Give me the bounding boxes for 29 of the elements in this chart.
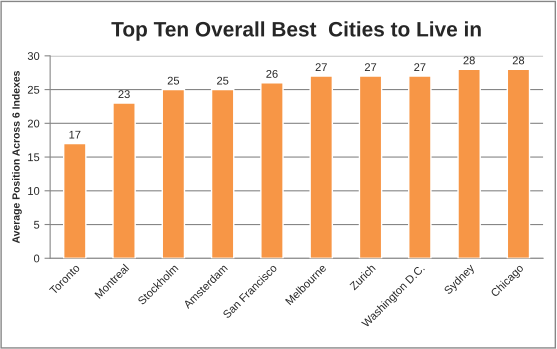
bar — [112, 102, 136, 258]
data-label: 27 — [364, 63, 376, 71]
data-label: 25 — [217, 76, 228, 85]
bar — [210, 88, 234, 258]
bar — [162, 88, 186, 258]
y-tick-label: 30 — [28, 52, 40, 60]
y-axis-title: Average Position Across 6 Indexes — [12, 71, 22, 244]
data-label: 27 — [316, 63, 327, 71]
bar — [506, 68, 530, 258]
data-label: 23 — [118, 90, 130, 98]
data-label: 26 — [266, 70, 278, 78]
y-tick-label: 20 — [28, 120, 40, 128]
bar — [358, 75, 382, 258]
bar — [408, 75, 432, 258]
y-tick-label: 5 — [34, 220, 40, 229]
y-tick-label: 15 — [28, 153, 40, 162]
bar — [62, 142, 87, 258]
chart-title: Top Ten Overall Best Cities to Live in — [111, 21, 481, 41]
y-tick-label: 25 — [28, 86, 40, 94]
y-tick-label: 0 — [34, 254, 40, 262]
bar — [457, 68, 481, 258]
bar — [260, 82, 284, 258]
data-label: 28 — [512, 56, 524, 64]
data-label: 28 — [464, 56, 475, 64]
data-label: 17 — [69, 130, 80, 138]
data-label: 27 — [414, 63, 426, 71]
bar — [309, 75, 334, 258]
data-label: 25 — [168, 76, 180, 85]
y-tick-label: 10 — [28, 187, 40, 195]
